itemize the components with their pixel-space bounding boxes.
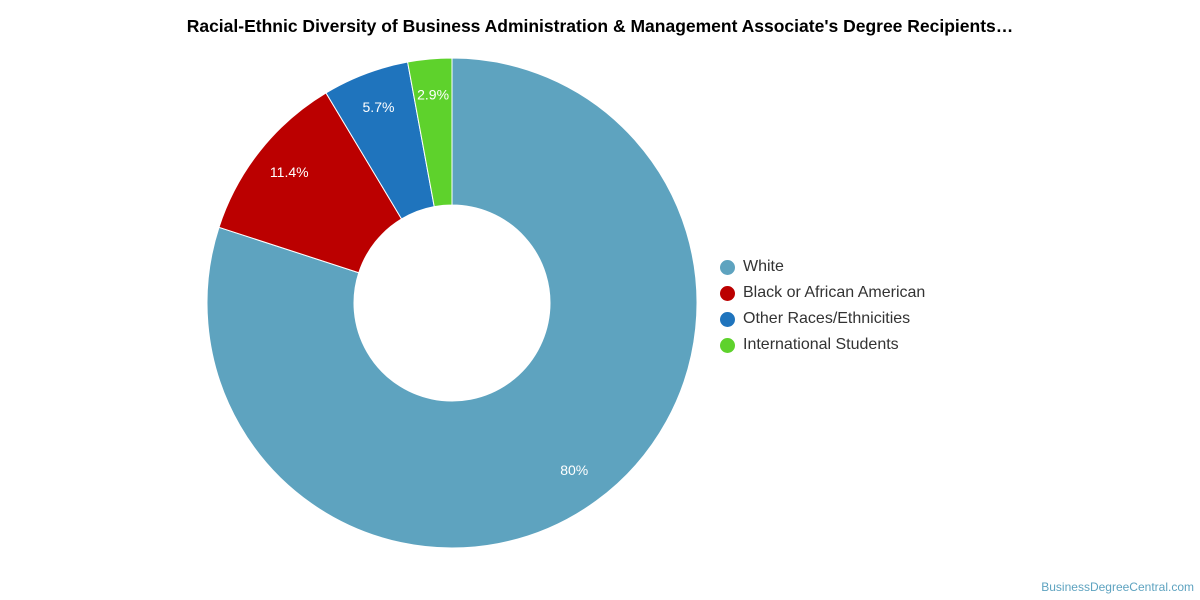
slice-international-students[interactable]: [407, 57, 453, 208]
legend-label: Other Races/Ethnicities: [743, 310, 911, 327]
slice-black-or-african-american[interactable]: [218, 92, 403, 274]
legend-label: White: [743, 258, 784, 275]
slice-white[interactable]: [206, 57, 698, 549]
legend-swatch: [720, 259, 735, 275]
legend-label: Black or African American: [743, 284, 926, 301]
slice-value-label: 11.4%: [270, 164, 309, 180]
chart-title: Racial-Ethnic Diversity of Business Admi…: [186, 16, 1014, 36]
legend-item-white[interactable]: White: [720, 254, 925, 280]
legend-swatch: [720, 311, 735, 327]
legend-swatch: [720, 337, 735, 353]
slice-value-label: 2.9%: [417, 87, 449, 103]
legend-item-black-or-african-american[interactable]: Black or African American: [720, 280, 925, 306]
legend-item-other-races-ethnicities[interactable]: Other Races/Ethnicities: [720, 306, 925, 332]
legend-label: International Students: [743, 336, 899, 353]
chart-legend: White Black or African American Other Ra…: [720, 254, 925, 358]
source-watermark[interactable]: BusinessDegreeCentral.com: [1041, 580, 1194, 594]
slice-value-label: 5.7%: [363, 99, 395, 115]
legend-swatch: [720, 285, 735, 301]
slice-value-label: 80%: [560, 462, 588, 478]
legend-item-international-students[interactable]: International Students: [720, 332, 925, 358]
